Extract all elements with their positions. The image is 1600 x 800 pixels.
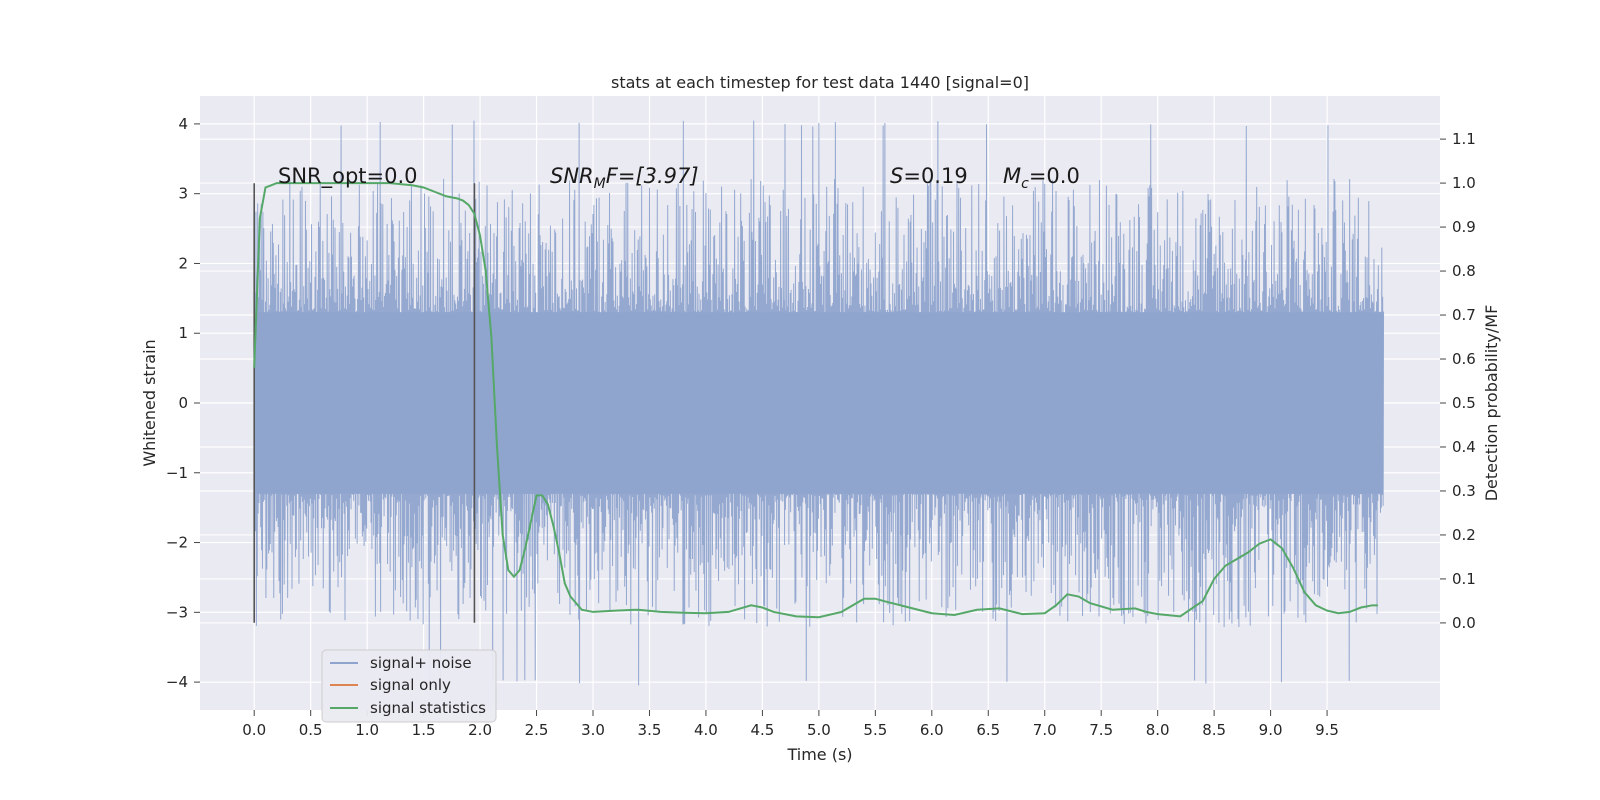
y-tick-label: −3 xyxy=(166,603,188,621)
annotation-mc-var: M xyxy=(1003,164,1021,188)
legend: signal+ noise signal only signal statist… xyxy=(321,649,497,723)
x-tick-label: 6.0 xyxy=(920,721,944,739)
y-right-tick-label: 1.0 xyxy=(1452,174,1476,192)
legend-box xyxy=(321,649,497,723)
x-tick-label: 4.0 xyxy=(694,721,718,739)
x-tick-label: 5.0 xyxy=(807,721,831,739)
x-tick-label: 5.5 xyxy=(863,721,887,739)
y-right-tick-label: 1.1 xyxy=(1452,130,1476,148)
y-tick-label: 1 xyxy=(178,324,188,342)
legend-label-signal-noise: signal+ noise xyxy=(370,654,472,672)
y-right-tick-label: 0.6 xyxy=(1452,350,1476,368)
x-tick-label: 0.5 xyxy=(299,721,323,739)
y-right-axis-label: Detection probability/MF xyxy=(1482,305,1501,502)
annotation-snr-opt: SNR_opt=0.0 xyxy=(278,164,418,189)
y-right-tick-label: 0.1 xyxy=(1452,570,1476,588)
x-tick-label: 6.5 xyxy=(976,721,1000,739)
x-tick-label: 8.0 xyxy=(1146,721,1170,739)
y-tick-label: −1 xyxy=(166,464,188,482)
annotation-s: S=0.19 xyxy=(890,164,968,188)
annotation-snr-mf-rest: F=[3.97] xyxy=(606,164,699,188)
signal-noise-line xyxy=(253,120,1385,686)
signal-statistics-line xyxy=(253,182,1378,619)
y-tick-label: 2 xyxy=(178,254,188,272)
x-tick-label: 1.0 xyxy=(355,721,379,739)
window-markers xyxy=(253,183,476,623)
x-tick-label: 3.5 xyxy=(638,721,662,739)
x-tick-label: 2.0 xyxy=(468,721,492,739)
y-tick-label: −2 xyxy=(166,534,188,552)
x-tick-label: 7.0 xyxy=(1033,721,1057,739)
tick-marks xyxy=(194,123,1446,716)
signal-noise-series xyxy=(253,120,1385,686)
x-tick-label: 9.5 xyxy=(1315,721,1339,739)
y-axis-label: Whitened strain xyxy=(140,339,159,466)
annotation-mc: Mc=0.0 xyxy=(1003,164,1080,192)
annotation-s-var: S xyxy=(890,164,903,188)
x-tick-label: 9.0 xyxy=(1259,721,1283,739)
y-right-tick-label: 0.4 xyxy=(1452,438,1476,456)
signal-statistics-series xyxy=(253,182,1378,619)
y-right-tick-label: 0.7 xyxy=(1452,306,1476,324)
y-tick-label: −4 xyxy=(166,673,188,691)
x-tick-label: 7.5 xyxy=(1089,721,1113,739)
x-tick-label: 3.0 xyxy=(581,721,605,739)
y-right-tick-label: 0.0 xyxy=(1452,614,1476,632)
x-tick-label: 4.5 xyxy=(750,721,774,739)
y-tick-label: 4 xyxy=(178,115,188,133)
legend-label-signal-only: signal only xyxy=(370,676,451,694)
chart-title: stats at each timestep for test data 144… xyxy=(611,73,1029,92)
annotation-snr-mf-sub: M xyxy=(594,176,606,192)
annotation-mc-value: =0.0 xyxy=(1029,164,1080,188)
y-right-tick-label: 0.8 xyxy=(1452,262,1476,280)
x-tick-label: 8.5 xyxy=(1202,721,1226,739)
x-tick-label: 0.0 xyxy=(242,721,266,739)
y-right-tick-label: 0.3 xyxy=(1452,482,1476,500)
y-right-tick-label: 0.5 xyxy=(1452,394,1476,412)
y-right-tick-label: 0.2 xyxy=(1452,526,1476,544)
annotation-snr-mf: SNRMF=[3.97] xyxy=(550,164,699,192)
annotation-s-value: =0.19 xyxy=(903,164,967,188)
y-tick-label: 0 xyxy=(178,394,188,412)
x-tick-label: 1.5 xyxy=(412,721,436,739)
annotation-mc-sub: c xyxy=(1021,176,1029,192)
x-tick-label: 2.5 xyxy=(525,721,549,739)
x-axis-label: Time (s) xyxy=(786,745,852,764)
y-right-tick-label: 0.9 xyxy=(1452,218,1476,236)
y-tick-label: 3 xyxy=(178,185,188,203)
annotation-snr-mf-base: SNR xyxy=(550,164,594,188)
legend-label-signal-statistics: signal statistics xyxy=(370,699,486,717)
